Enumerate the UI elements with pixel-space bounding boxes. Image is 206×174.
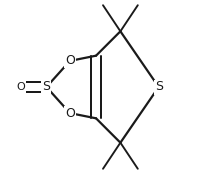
Text: S: S [155, 81, 163, 93]
Text: O: O [65, 54, 75, 67]
Text: O: O [17, 82, 26, 92]
Text: O: O [65, 107, 75, 120]
Text: S: S [42, 81, 50, 93]
